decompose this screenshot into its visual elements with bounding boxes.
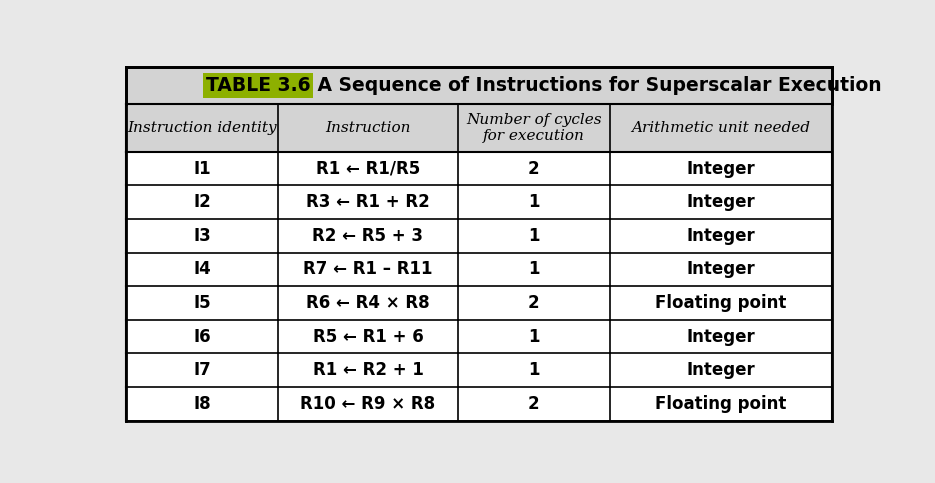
Bar [126,67,832,104]
Text: R1 ← R1/R5: R1 ← R1/R5 [316,160,420,178]
Bar [126,219,832,253]
Text: I2: I2 [194,193,211,211]
Text: Instruction identity: Instruction identity [127,121,277,135]
Text: I8: I8 [194,395,211,413]
Bar [126,185,832,219]
Bar [126,387,832,421]
Text: I1: I1 [194,160,211,178]
Text: Instruction: Instruction [325,121,410,135]
Text: R6 ← R4 × R8: R6 ← R4 × R8 [306,294,430,312]
Bar [126,320,832,354]
Text: Integer: Integer [686,260,755,279]
Text: I4: I4 [194,260,211,279]
Text: Number of cycles
for execution: Number of cycles for execution [466,113,602,143]
Text: I3: I3 [194,227,211,245]
Bar [126,286,832,320]
Text: 1: 1 [528,227,539,245]
Text: Arithmetic unit needed: Arithmetic unit needed [631,121,811,135]
Text: I5: I5 [194,294,211,312]
Text: 2: 2 [528,395,539,413]
Text: R2 ← R5 + 3: R2 ← R5 + 3 [312,227,424,245]
Text: A Sequence of Instructions for Superscalar Execution: A Sequence of Instructions for Superscal… [310,76,882,95]
Bar [126,104,832,152]
Text: R3 ← R1 + R2: R3 ← R1 + R2 [306,193,430,211]
Text: 1: 1 [528,193,539,211]
Text: R1 ← R2 + 1: R1 ← R2 + 1 [312,361,424,379]
Bar [126,152,832,185]
Text: Integer: Integer [686,227,755,245]
Text: I6: I6 [194,327,211,346]
Text: 2: 2 [528,160,539,178]
Text: I7: I7 [194,361,211,379]
Text: R5 ← R1 + 6: R5 ← R1 + 6 [312,327,424,346]
Bar [126,253,832,286]
Text: R7 ← R1 – R11: R7 ← R1 – R11 [303,260,433,279]
Text: Floating point: Floating point [655,395,786,413]
Text: R10 ← R9 × R8: R10 ← R9 × R8 [300,395,436,413]
Text: Integer: Integer [686,327,755,346]
Text: 1: 1 [528,327,539,346]
Bar [126,354,832,387]
Text: 2: 2 [528,294,539,312]
Text: TABLE 3.6: TABLE 3.6 [206,76,310,95]
Text: Floating point: Floating point [655,294,786,312]
Text: Integer: Integer [686,193,755,211]
Text: Integer: Integer [686,160,755,178]
Text: Integer: Integer [686,361,755,379]
Text: 1: 1 [528,260,539,279]
Text: 1: 1 [528,361,539,379]
